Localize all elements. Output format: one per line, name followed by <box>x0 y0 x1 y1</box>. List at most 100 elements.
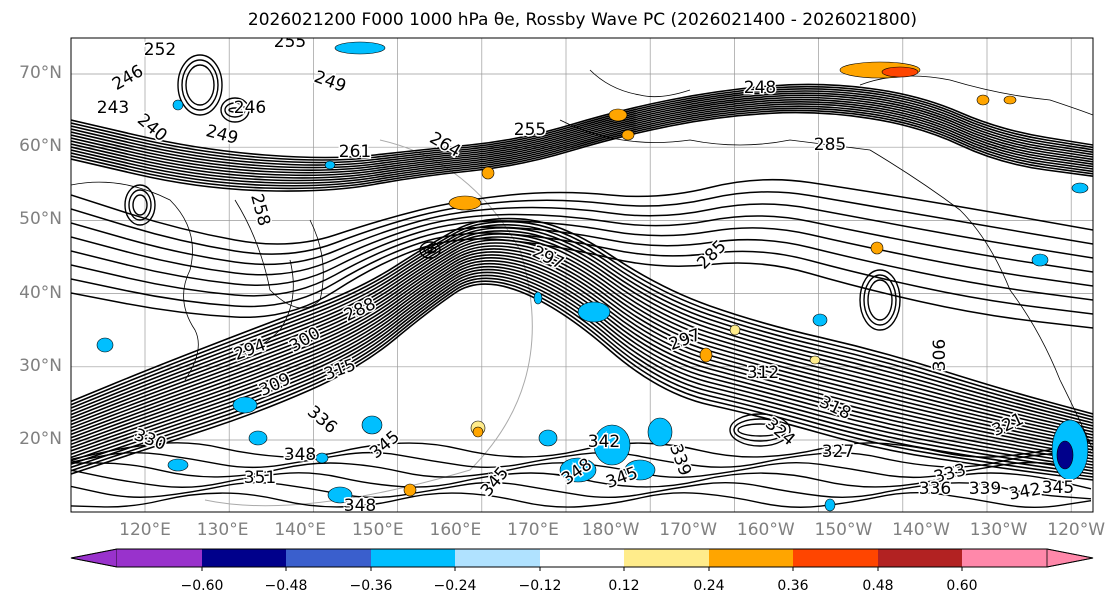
contour-loop <box>132 194 148 216</box>
contour-line <box>71 83 1093 159</box>
contour-line <box>71 213 1093 276</box>
contour-loop <box>181 59 219 111</box>
longitude-label: 130°E <box>196 520 249 540</box>
anomaly-patch <box>809 355 821 365</box>
contour-line <box>71 103 1093 182</box>
colorbar-tick-label: 0.12 <box>608 578 640 594</box>
contour-line <box>71 230 1093 427</box>
anomaly-patch <box>403 483 417 497</box>
colorbar-bin <box>286 549 371 567</box>
colorbar-bin <box>455 549 540 567</box>
colorbar-bin <box>117 549 202 567</box>
colorbar-bin <box>371 549 455 567</box>
contour-line <box>71 90 1093 166</box>
contour-label: 246 <box>234 98 266 118</box>
contour-line <box>71 224 1093 421</box>
anomaly-patch <box>172 99 184 111</box>
anomaly-patch <box>624 459 656 481</box>
anomaly-patch <box>1071 182 1089 194</box>
coastline-segment <box>234 199 324 309</box>
colorbar-outline <box>70 548 1094 568</box>
coastline-segment <box>559 119 871 151</box>
contour-line <box>71 239 1093 436</box>
contour-label: 306 <box>930 339 950 371</box>
contour-label: 345 <box>1042 478 1074 498</box>
colorbar-bin <box>962 549 1047 567</box>
domain-outline <box>204 139 533 507</box>
contour-loop <box>867 279 893 321</box>
anomaly-patch <box>1056 440 1074 470</box>
contour-line <box>71 226 1093 301</box>
coastline-segment <box>869 149 1093 451</box>
anomaly-patch <box>824 498 836 512</box>
contour-line <box>71 217 1093 415</box>
anomaly-patch <box>881 66 919 78</box>
longitude-label: 160°E <box>429 520 482 540</box>
contour-line <box>71 268 1093 466</box>
anomaly-patch <box>647 417 673 447</box>
contour-line <box>71 242 1093 439</box>
anomaly-patch <box>593 424 631 466</box>
colorbar-bin <box>878 549 962 567</box>
anomaly-patch <box>1031 253 1049 267</box>
latitude-label: 50°N <box>19 209 62 230</box>
figure-title: 2026021200 F000 1000 hPa θe, Rossby Wave… <box>247 10 918 30</box>
colorbar-extend-max <box>1046 548 1094 568</box>
contour-line <box>71 220 1093 418</box>
colorbar-tick-label: 0.36 <box>777 578 809 594</box>
contour-label: 351 <box>244 468 276 488</box>
contour-loop <box>863 274 897 326</box>
contour-loop <box>859 269 901 331</box>
coastline-segment <box>71 181 199 381</box>
colorbar-bin <box>202 549 286 567</box>
latitude-label: 20°N <box>19 429 62 449</box>
contour-label: 252 <box>144 40 176 60</box>
latitude-label: 70°N <box>19 63 62 83</box>
contour-line <box>71 105 1093 184</box>
longitude-label: 150°E <box>351 520 404 540</box>
anomaly-patch <box>361 415 383 435</box>
contour-line <box>71 248 1093 445</box>
anomaly-patch <box>472 426 484 438</box>
contour-line <box>71 491 1092 509</box>
contour-label: 285 <box>814 135 846 155</box>
contour-line <box>71 238 1093 329</box>
contour-line <box>71 92 1093 169</box>
contour-label: 348 <box>284 445 316 465</box>
latitude-label: 40°N <box>19 282 62 303</box>
contour-loop <box>737 423 783 437</box>
anomaly-patch <box>327 486 353 504</box>
contour-line <box>71 451 1092 469</box>
contour-label: 327 <box>822 442 854 462</box>
colorbar-tick-label: −0.12 <box>518 578 562 594</box>
contour-line <box>71 203 1093 266</box>
longitude-label: 140°E <box>274 520 327 540</box>
contour-line <box>71 481 1092 500</box>
longitude-label: 120°W <box>1047 520 1105 540</box>
contour-label: 339 <box>969 479 1001 499</box>
contour-line <box>71 178 1093 245</box>
anomaly-patch <box>538 429 558 447</box>
contour-line <box>71 227 1093 424</box>
anomaly-patch <box>577 301 611 323</box>
contour-line <box>71 109 1093 190</box>
anomaly-patch <box>621 129 635 141</box>
anomaly-patch <box>96 337 114 353</box>
contour-line <box>71 232 1093 315</box>
anomaly-patch <box>315 452 329 464</box>
contour-loop <box>177 54 223 116</box>
contour-line <box>71 251 1093 448</box>
contour-line <box>71 88 1093 164</box>
contour-label: 261 <box>339 142 371 162</box>
anomaly-patch <box>976 94 990 106</box>
longitude-label: 170°E <box>507 520 559 540</box>
anomaly-patch <box>559 457 597 483</box>
anomaly-patch <box>699 347 713 363</box>
contour-label: 255 <box>274 32 306 52</box>
map-frame <box>70 37 1094 513</box>
contour-loop <box>220 97 250 123</box>
contour-label: 312 <box>747 363 779 383</box>
contour-line <box>71 98 1093 177</box>
contour-label: 348 <box>344 496 376 516</box>
colorbar-bin <box>540 549 624 567</box>
